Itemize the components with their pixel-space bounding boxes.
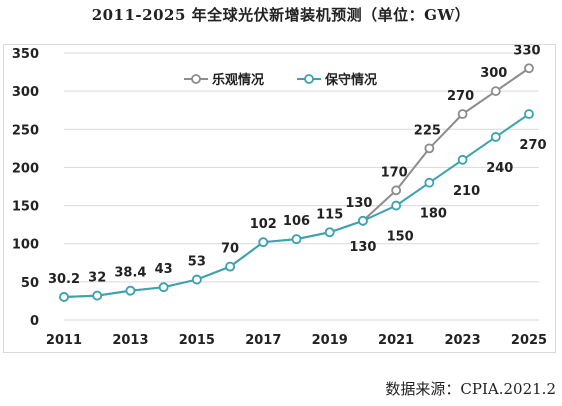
legend-marker-icon <box>191 74 201 84</box>
conservative-data-label: 32 <box>88 271 106 286</box>
x-tick-label: 2021 <box>378 333 414 348</box>
legend-label: 乐观情况 <box>212 72 264 88</box>
conservative-point <box>424 177 435 188</box>
x-tick-label: 2019 <box>312 333 348 348</box>
optimistic-data-label: 300 <box>480 66 507 81</box>
conservative-data-label: 106 <box>283 214 310 229</box>
x-tick-label: 2011 <box>46 333 82 348</box>
conservative-point <box>524 109 534 119</box>
y-tick-label: 50 <box>21 276 39 291</box>
conservative-point <box>158 282 169 293</box>
optimistic-point <box>424 143 435 154</box>
x-tick-label: 2013 <box>112 333 148 348</box>
conservative-point <box>490 132 501 142</box>
x-tick-label: 2015 <box>179 333 215 348</box>
conservative-data-label: 130 <box>349 240 376 255</box>
chart-area: 0 50 100 150 200 250 300 350 2011 2013 2015 2017 20… <box>3 44 556 353</box>
series <box>59 63 534 302</box>
optimistic-point <box>490 86 501 97</box>
conservative-point <box>225 261 235 272</box>
y-axis: 0 50 100 150 200 250 300 350 <box>12 47 39 329</box>
legend-marker-icon <box>304 74 314 84</box>
conservative-point <box>457 154 468 165</box>
optimistic-data-label: 330 <box>513 45 540 58</box>
conservative-data-label: 53 <box>188 255 206 270</box>
conservative-data-label: 150 <box>387 230 414 245</box>
optimistic-data-label: 270 <box>447 89 474 104</box>
y-tick-label: 200 <box>12 161 39 176</box>
conservative-data-label: 270 <box>519 138 546 153</box>
conservative-data-label: 115 <box>316 207 343 222</box>
optimistic-data-label: 225 <box>414 123 441 138</box>
x-axis: 2011 2013 2015 2017 2019 2021 2023 2025 <box>46 333 547 348</box>
conservative-point <box>125 285 136 296</box>
legend: 乐观情况 保守情况 <box>184 72 377 88</box>
conservative-point <box>191 274 202 285</box>
conservative-point <box>258 237 269 248</box>
gridlines <box>64 52 539 321</box>
conservative-data-label: 30.2 <box>48 272 80 287</box>
y-tick-label: 150 <box>12 200 39 215</box>
y-tick-label: 300 <box>12 85 39 100</box>
legend-label: 保守情况 <box>324 72 377 88</box>
conservative-point <box>391 200 402 211</box>
y-tick-label: 250 <box>12 123 39 138</box>
conservative-data-label: 210 <box>453 184 480 199</box>
conservative-point <box>358 215 368 226</box>
optimistic-point <box>391 185 402 196</box>
chart-title: 2011-2025 年全球光伏新增装机预测（单位：GW） <box>91 6 471 24</box>
x-tick-label: 2025 <box>511 333 547 348</box>
optimistic-point <box>524 63 534 74</box>
y-tick-label: 100 <box>12 238 39 253</box>
conservative-data-label: 102 <box>250 217 277 232</box>
conservative-data-label: 240 <box>486 161 513 176</box>
conservative-point <box>59 292 69 302</box>
source-note: 数据来源：CPIA.2021.2 <box>385 380 556 398</box>
conservative-point <box>92 290 103 301</box>
legend-item-optimistic: 乐观情况 <box>184 72 264 88</box>
conservative-data-label: 180 <box>420 207 447 222</box>
conservative-data-label: 70 <box>221 242 239 257</box>
conservative-data-label: 38.4 <box>114 266 146 281</box>
conservative-point <box>291 234 302 245</box>
conservative-point <box>324 227 335 238</box>
y-tick-label: 350 <box>12 47 39 62</box>
x-tick-label: 2023 <box>444 333 480 348</box>
shared-data-label: 130 <box>345 196 372 211</box>
x-tick-label: 2017 <box>245 333 281 348</box>
legend-item-conservative: 保守情况 <box>297 72 377 88</box>
data-labels: 170 225 270 300 330 30.2 32 38.4 43 53 70 102 106 115… <box>48 45 547 287</box>
optimistic-data-label: 170 <box>381 165 408 180</box>
optimistic-point <box>457 109 468 119</box>
y-tick-label: 0 <box>30 314 39 329</box>
conservative-data-label: 43 <box>155 262 173 277</box>
